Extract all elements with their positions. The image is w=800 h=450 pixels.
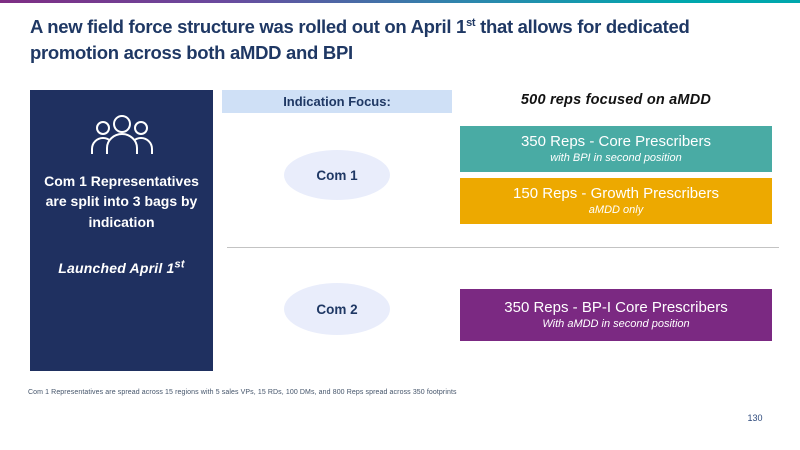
- core-prescribers-subtitle: with BPI in second position: [550, 151, 682, 164]
- com1-summary-panel: Com 1 Representatives are split into 3 b…: [30, 90, 213, 371]
- superscript-st: st: [174, 258, 185, 271]
- com2-ellipse: Com 2: [284, 283, 390, 335]
- com1-ellipse: Com 1: [284, 150, 390, 200]
- slide-title: A new field force structure was rolled o…: [30, 14, 790, 66]
- footnote-text: Com 1 Representatives are spread across …: [28, 389, 457, 396]
- com1-panel-text: Com 1 Representatives are split into 3 b…: [44, 173, 199, 230]
- bpi-core-prescribers-title: 350 Reps - BP-I Core Prescribers: [504, 299, 728, 317]
- growth-prescribers-box: 150 Reps - Growth Prescribers aMDD only: [460, 178, 772, 224]
- slide-title-line2: promotion across both aMDD and BPI: [30, 42, 353, 63]
- top-accent-gradient-bar: [0, 0, 800, 3]
- superscript-st: st: [466, 16, 476, 29]
- indication-focus-header: Indication Focus:: [222, 90, 452, 113]
- launch-date-text: Launched April 1st: [58, 258, 185, 276]
- slide-title-line1: A new field force structure was rolled o…: [30, 16, 690, 37]
- bpi-core-prescribers-box: 350 Reps - BP-I Core Prescribers With aM…: [460, 289, 772, 341]
- growth-prescribers-subtitle: aMDD only: [588, 203, 644, 216]
- core-prescribers-title: 350 Reps - Core Prescribers: [520, 133, 712, 151]
- reps-focused-heading: 500 reps focused on aMDD: [520, 92, 712, 108]
- bpi-core-prescribers-subtitle: With aMDD in second position: [542, 317, 690, 330]
- people-group-icon: [30, 112, 213, 163]
- section-divider-line: [227, 247, 779, 248]
- core-prescribers-box: 350 Reps - Core Prescribers with BPI in …: [460, 126, 772, 172]
- page-number: 130: [747, 413, 763, 423]
- growth-prescribers-title: 150 Reps - Growth Prescribers: [513, 185, 719, 203]
